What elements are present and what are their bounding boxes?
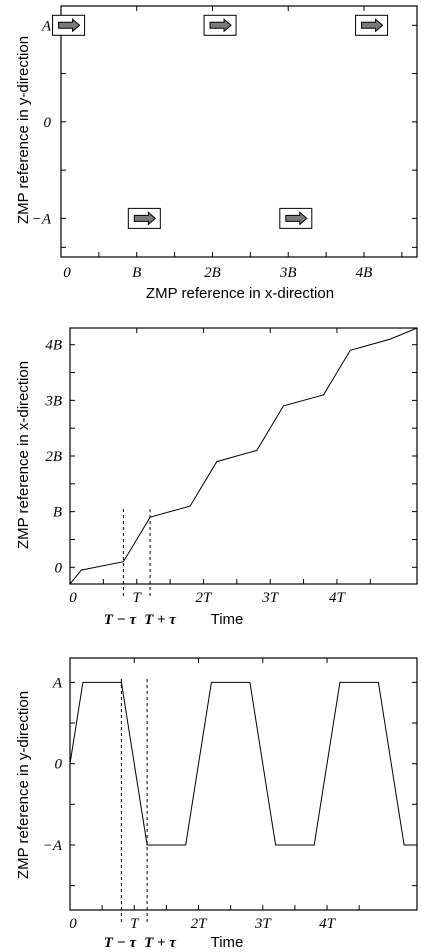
chart-2: 0 B 2B 3B 4B 0 T 2T 3T 4T T − τ T + τ Time ZMP r… xyxy=(15,327,418,628)
chart-3-xtick-label: 0 xyxy=(69,916,77,932)
chart-1-xtick-label: 3B xyxy=(279,265,297,281)
chart-3-xtick-label: 4T xyxy=(319,916,337,932)
chart-1-arrow-box-point xyxy=(279,207,313,229)
chart-2-ytick-label: 2B xyxy=(45,449,62,465)
chart-2-xtick-label: 2T xyxy=(196,590,214,606)
chart-3-ytick-label: A xyxy=(52,675,63,691)
chart-1-xtick-label: B xyxy=(132,265,141,281)
chart-2-ytick-label: 4B xyxy=(45,338,62,354)
chart-2-annotation-t-plus-tau: T + τ xyxy=(144,612,177,628)
chart-3-frame xyxy=(69,657,418,911)
chart-3-xtick-label: 2T xyxy=(191,916,209,932)
chart-2-series-line xyxy=(69,327,418,585)
chart-1-xlabel: ZMP reference in x-direction xyxy=(146,285,334,302)
chart-1-ytick-label: 0 xyxy=(44,115,52,131)
chart-1-xtick-label: 4B xyxy=(356,265,373,281)
chart-2-ytick-label: 0 xyxy=(55,560,63,576)
chart-1-xtick-label: 2B xyxy=(204,265,221,281)
chart-2-xlabel: Time xyxy=(211,611,244,628)
chart-3-ylabel: ZMP reference in y-direction xyxy=(15,691,32,879)
chart-2-annotation-t-minus-tau: T − τ xyxy=(104,612,138,628)
chart-2-y-ticks: 0 B 2B 3B 4B xyxy=(44,338,417,576)
chart-1-ytick-label: A xyxy=(41,18,52,34)
chart-1-xtick-label: 0 xyxy=(63,265,71,281)
chart-1-frame xyxy=(60,5,418,258)
chart-3-x-ticks: 0 T 2T 3T 4T xyxy=(69,658,360,932)
chart-1: A 0 −A 0 B 2B 3B 4B ZMP reference in x-directi… xyxy=(15,5,418,302)
chart-1-y-ticks: A 0 −A xyxy=(32,18,417,248)
chart-2-xtick-label: 3T xyxy=(261,590,280,606)
chart-2-ylabel: ZMP reference in x-direction xyxy=(15,361,32,549)
chart-1-x-ticks: 0 B 2B 3B 4B xyxy=(60,6,403,281)
chart-1-arrow-box-point xyxy=(355,14,389,36)
chart-3-ytick-label: 0 xyxy=(55,757,63,773)
chart-3-xtick-label: 3T xyxy=(254,916,273,932)
chart-3-ytick-label: −A xyxy=(43,838,63,854)
chart-1-points xyxy=(52,14,389,229)
chart-3-y-ticks: A 0 −A xyxy=(43,675,417,887)
chart-3: A 0 −A 0 T 2T 3T 4T T − τ T + τ Time ZMP refer… xyxy=(15,657,418,951)
chart-2-ytick-label: 3B xyxy=(44,393,62,409)
chart-2-xtick-label: 0 xyxy=(69,590,77,606)
chart-1-ylabel: ZMP reference in y-direction xyxy=(15,36,32,224)
chart-3-annotation-t-plus-tau: T + τ xyxy=(144,935,177,951)
chart-2-frame xyxy=(69,327,418,585)
chart-1-ytick-label: −A xyxy=(32,211,52,227)
chart-2-x-ticks: 0 T 2T 3T 4T xyxy=(69,328,371,606)
chart-3-xlabel: Time xyxy=(211,934,244,951)
chart-1-arrow-box-point xyxy=(127,207,161,229)
chart-2-xtick-label: 4T xyxy=(329,590,347,606)
chart-1-arrow-box-point xyxy=(203,14,237,36)
chart-2-xtick-label: T xyxy=(133,590,143,606)
chart-3-xtick-label: T xyxy=(130,916,140,932)
chart-1-arrow-box-point xyxy=(52,14,86,36)
chart-2-ytick-label: B xyxy=(53,505,62,521)
chart-3-annotation-t-minus-tau: T − τ xyxy=(104,935,138,951)
chart-3-series-line xyxy=(69,681,417,846)
